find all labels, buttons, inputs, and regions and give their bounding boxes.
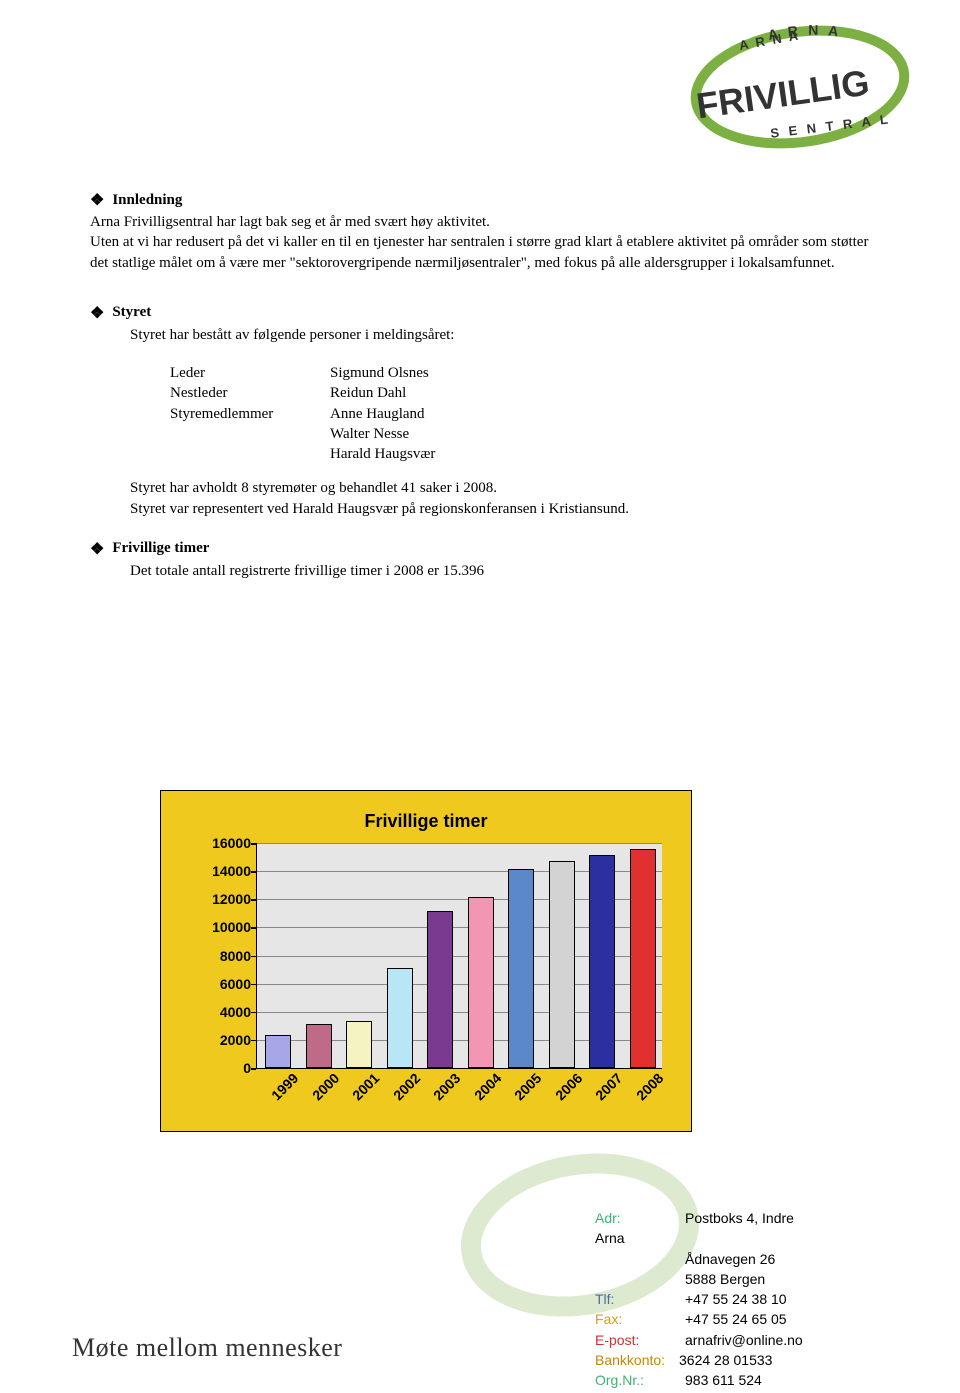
bullet-icon: ❖ [90, 303, 104, 323]
role-name: Walter Nesse [330, 424, 880, 444]
chart-bar [427, 911, 453, 1068]
chart-y-label: 8000 [220, 948, 251, 964]
contact-fax-value: +47 55 24 65 05 [685, 1309, 935, 1329]
chart-gridline [257, 843, 662, 844]
chart-bar [549, 861, 575, 1068]
role-label: Styremedlemmer [170, 404, 330, 465]
contact-epost-value: arnafriv@online.no [685, 1330, 935, 1350]
role-name: Anne Haugland [330, 404, 880, 424]
contact-epost-label: E-post: [595, 1330, 685, 1350]
chart-x-label: 2004 [471, 1070, 504, 1103]
chart-y-label: 4000 [220, 1004, 251, 1020]
section-body-text: Arna Frivilligsentral har lagt bak seg e… [90, 212, 880, 273]
role-name: Reidun Dahl [330, 383, 880, 403]
chart-y-label: 2000 [220, 1032, 251, 1048]
role-row: Nestleder Reidun Dahl [170, 383, 880, 403]
bullet-icon: ❖ [90, 539, 104, 559]
frivillig-logo: A R N A A R N A FRIVILLIG S E N T R A L [670, 12, 930, 162]
contact-adr-city: Arna [595, 1228, 685, 1248]
chart-y-label: 6000 [220, 976, 251, 992]
section-title-text: Innledning [112, 192, 182, 209]
section-title-text: Frivillige timer [112, 540, 209, 557]
role-label: Leder [170, 363, 330, 383]
contact-bank-label: Bankkonto: [595, 1350, 685, 1370]
chart-x-label: 2001 [349, 1070, 382, 1103]
chart-x-label: 2002 [390, 1070, 423, 1103]
chart-bar [387, 968, 413, 1068]
styret-preline: Styret har bestått av følgende personer … [130, 325, 880, 345]
contact-bank-value: 3624 28 01533 [679, 1350, 935, 1370]
contact-fax-label: Fax: [595, 1309, 685, 1329]
section-innledning: ❖ Innledning Arna Frivilligsentral har l… [90, 190, 880, 273]
styret-postline: Styret var representert ved Harald Haugs… [130, 499, 880, 519]
chart-bar [346, 1021, 372, 1068]
roles-table: Leder Sigmund Olsnes Nestleder Reidun Da… [170, 363, 880, 464]
bullet-icon: ❖ [90, 190, 104, 210]
chart-x-label: 2003 [430, 1070, 463, 1103]
chart-y-label: 14000 [212, 863, 251, 879]
chart-x-label: 1999 [268, 1070, 301, 1103]
chart-y-label: 10000 [212, 919, 251, 935]
chart-bar [265, 1035, 291, 1068]
section-styret: ❖ Styret Styret har bestått av følgende … [90, 303, 880, 519]
section-title-text: Styret [112, 304, 151, 321]
contact-adr-label: Adr: [595, 1208, 685, 1228]
chart-x-label: 2005 [511, 1070, 544, 1103]
role-row: Styremedlemmer Anne Haugland Walter Ness… [170, 404, 880, 465]
contact-org-label: Org.Nr.: [595, 1370, 685, 1390]
role-row: Leder Sigmund Olsnes [170, 363, 880, 383]
footer-slogan: Møte mellom mennesker [72, 1333, 342, 1363]
document-content: ❖ Innledning Arna Frivilligsentral har l… [90, 190, 880, 601]
chart-x-label: 2006 [552, 1070, 585, 1103]
section-frivillige-timer: ❖ Frivillige timer Det totale antall reg… [90, 539, 880, 581]
chart-bar [306, 1024, 332, 1068]
role-name: Sigmund Olsnes [330, 363, 880, 383]
contact-tlf-label: Tlf: [595, 1289, 685, 1309]
chart-bar [589, 855, 615, 1068]
section-body-text: Det totale antall registrerte frivillige… [130, 561, 880, 581]
chart-x-axis: 1999200020012002200320042005200620072008 [256, 1074, 686, 1114]
contact-postal: 5888 Bergen [685, 1269, 935, 1289]
chart-bar [630, 849, 656, 1068]
chart-y-label: 12000 [212, 891, 251, 907]
chart-x-label: 2000 [309, 1070, 342, 1103]
chart-y-label: 16000 [212, 835, 251, 851]
contact-org-value: 983 611 524 [685, 1370, 935, 1390]
contact-tlf-value: +47 55 24 38 10 [685, 1289, 935, 1309]
chart-x-label: 2008 [633, 1070, 666, 1103]
chart-bar [508, 869, 534, 1068]
chart-y-label: 0 [243, 1060, 251, 1076]
chart-bar [468, 897, 494, 1068]
role-label: Nestleder [170, 383, 330, 403]
contact-street: Ådnavegen 26 [685, 1249, 935, 1269]
chart-x-label: 2007 [592, 1070, 625, 1103]
contact-adr-value: Postboks 4, Indre [685, 1208, 935, 1228]
chart-y-axis: 0200040006000800010000120001400016000 [206, 843, 251, 1068]
role-name: Harald Haugsvær [330, 444, 880, 464]
chart-frivillige-timer: Frivillige timer 0 2000 4000 6000 8000 10000 1… [160, 790, 692, 1132]
styret-postline: Styret har avholdt 8 styremøter og behan… [130, 478, 880, 498]
chart-title: Frivillige timer [161, 811, 691, 832]
chart-plot-area [256, 843, 662, 1069]
contact-block: Adr: Postboks 4, Indre Arna Ådnavegen 26… [595, 1208, 935, 1391]
